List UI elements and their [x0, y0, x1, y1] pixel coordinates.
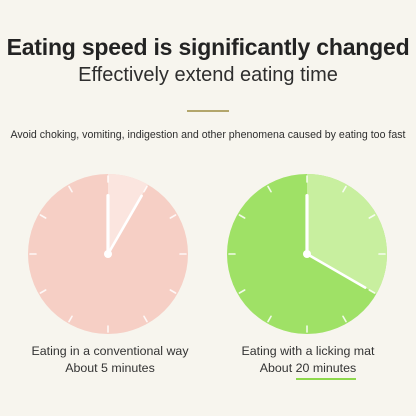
page-subtitle: Effectively extend eating time [78, 64, 338, 86]
page-title: Eating speed is significantly changed [6, 34, 410, 60]
licking-mat-caption: Eating with a licking mat About 20 minut… [208, 343, 408, 380]
divider [187, 110, 229, 112]
licking-mat-caption-prefix: About [259, 361, 296, 375]
hour-tick [68, 315, 73, 323]
clock-center [104, 250, 112, 258]
elapsed-sector [307, 174, 387, 294]
hour-tick [342, 185, 347, 193]
conventional-caption-time: About 5 minutes [65, 361, 155, 375]
licking-mat-caption-highlight: 20 minutes [295, 361, 357, 380]
hour-tick [169, 214, 177, 219]
conventional-clock [28, 174, 188, 334]
hour-tick [143, 185, 148, 193]
hour-tick [39, 214, 47, 219]
hour-tick [238, 289, 246, 294]
hour-tick [267, 185, 272, 193]
licking-mat-caption-title: Eating with a licking mat [241, 344, 375, 358]
conventional-caption-title: Eating in a conventional way [31, 344, 189, 358]
clock-center [303, 250, 311, 258]
hour-tick [342, 315, 347, 323]
hour-tick [368, 289, 376, 294]
hour-tick [267, 315, 272, 323]
licking-mat-clock [227, 174, 387, 334]
hour-tick [368, 214, 376, 219]
minute-hand [305, 252, 367, 289]
hour-tick [169, 289, 177, 294]
licking-mat-caption-time: About 20 minutes [208, 360, 408, 380]
hour-tick [143, 315, 148, 323]
hour-tick [238, 214, 246, 219]
description-text: Avoid choking, vomiting, indigestion and… [10, 129, 406, 141]
hour-tick [68, 185, 73, 193]
hour-tick [39, 289, 47, 294]
elapsed-sector [108, 174, 148, 254]
minute-hand [106, 194, 143, 256]
conventional-caption: Eating in a conventional way About 5 min… [10, 343, 210, 377]
